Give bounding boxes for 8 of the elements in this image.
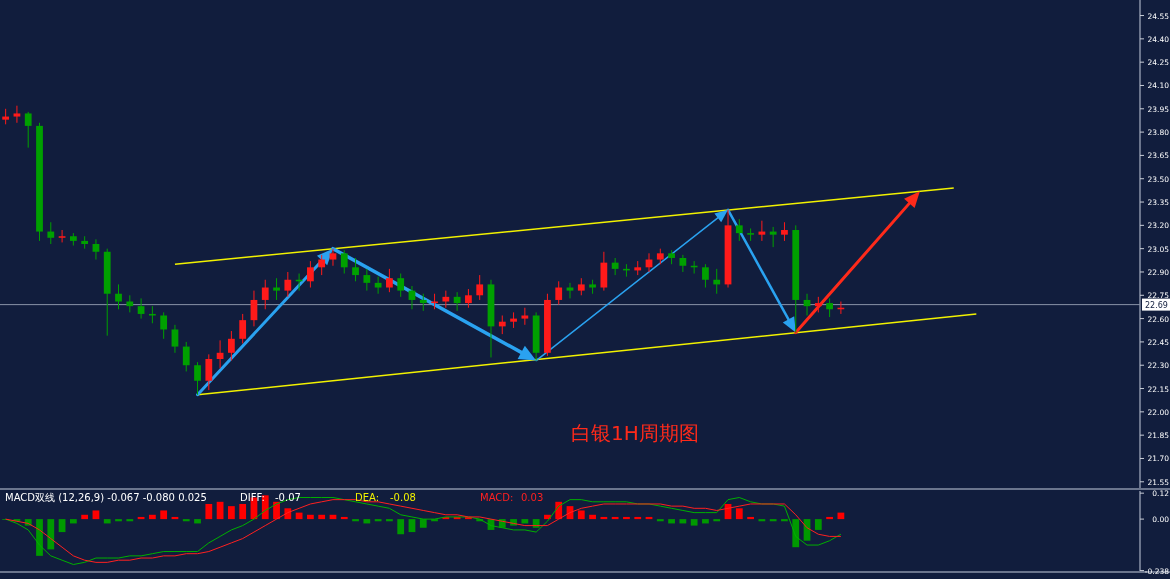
annotation: 白银1H周期图 — [571, 421, 699, 445]
annotation: 0.03 — [521, 492, 544, 503]
annotation: MACD: — [480, 492, 514, 503]
annotation: -0.08 — [390, 492, 416, 503]
annotation: -0.07 — [275, 492, 301, 503]
ref-line-label: 22.69 — [1145, 301, 1168, 311]
annotation: MACD双线 (12,26,9) -0.067 -0.080 0.025 — [5, 492, 207, 503]
annotation: DEA: — [355, 492, 380, 503]
